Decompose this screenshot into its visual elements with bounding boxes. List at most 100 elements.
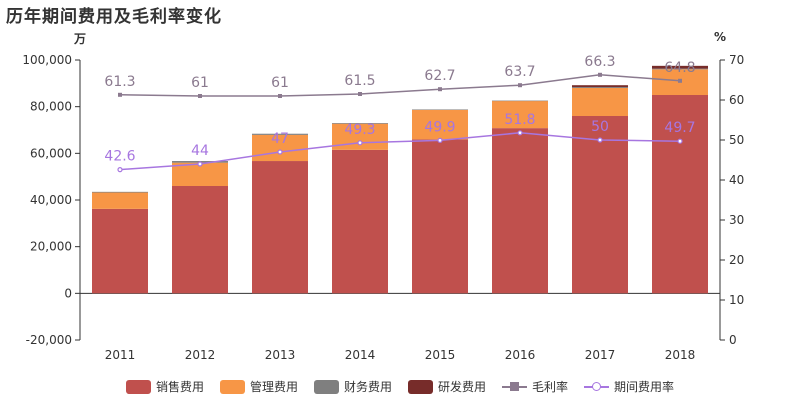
bar-segment (572, 85, 628, 88)
line-point-marker (597, 137, 603, 143)
line-point-marker (198, 94, 202, 98)
right-tick-label: 60 (729, 93, 744, 107)
x-tick-label: 2014 (345, 348, 376, 362)
x-tick-label: 2016 (505, 348, 536, 362)
line-point-marker (518, 83, 522, 88)
bar-segment (92, 208, 148, 294)
legend-label-finance: 财务费用 (343, 380, 392, 394)
legend-label-rnd: 研发费用 (438, 380, 487, 394)
line-point-marker (517, 130, 523, 136)
bar-segment (652, 65, 708, 69)
left-tick-label: 0 (64, 286, 72, 300)
right-tick-label: 30 (729, 213, 744, 227)
circle-marker-icon (592, 381, 602, 391)
right-tick-label: 70 (729, 53, 744, 67)
bar-segment (652, 95, 708, 294)
x-tick-label: 2012 (185, 348, 216, 362)
right-tick-label: 50 (729, 133, 744, 147)
bar-segment (252, 161, 308, 294)
legend-label-admin: 管理费用 (249, 380, 298, 394)
legend-item-sales[interactable]: 销售费用 (125, 378, 204, 395)
legend-swatch-finance (313, 379, 339, 394)
data-label: 61 (191, 75, 209, 91)
legend-swatch-sales (125, 379, 151, 394)
data-label: 63.7 (504, 64, 535, 80)
data-label: 61.5 (344, 73, 375, 89)
line-point-marker (598, 72, 602, 77)
bar-segment (172, 186, 228, 294)
line-point-marker (278, 94, 282, 98)
bar-segment (492, 128, 548, 294)
line-point-marker (358, 92, 362, 96)
legend-item-expense-ratio[interactable]: 期间费用率 (584, 378, 674, 395)
x-tick-label: 2015 (425, 348, 456, 362)
x-tick-label: 2017 (585, 348, 616, 362)
data-label: 44 (191, 143, 209, 159)
data-label: 62.7 (424, 68, 455, 84)
data-label: 49.9 (424, 119, 455, 135)
legend-swatch-rnd (408, 379, 433, 394)
data-label: 50 (591, 119, 609, 135)
bar-segment (572, 88, 628, 116)
x-tick-label: 2018 (665, 348, 696, 362)
right-tick-label: 40 (729, 173, 744, 187)
data-label: 42.6 (104, 149, 135, 165)
line-point-marker (117, 167, 123, 173)
bar-segment (252, 133, 308, 135)
bar-segment (332, 123, 388, 124)
right-tick-label: 0 (729, 333, 737, 347)
x-tick-label: 2013 (265, 348, 296, 362)
right-tick-label: 20 (729, 253, 744, 267)
series-line (119, 74, 681, 97)
legend-label-gross-margin: 毛利率 (532, 380, 569, 394)
left-tick-label: 20,000 (30, 240, 72, 254)
bar-segment (412, 139, 468, 294)
left-axis-unit: 万 (74, 32, 87, 46)
bar-segment (412, 109, 468, 110)
data-label: 61 (271, 75, 289, 91)
legend-item-rnd[interactable]: 研发费用 (408, 378, 486, 395)
legend-line-gross-margin (502, 380, 528, 394)
legend-swatch-admin (219, 379, 245, 394)
left-tick-label: 60,000 (30, 146, 72, 160)
data-label: 49.7 (664, 120, 695, 136)
data-label: 51.8 (504, 112, 535, 128)
bar-segment (92, 191, 148, 193)
bar-segment (332, 149, 388, 294)
left-tick-label: -20,000 (26, 333, 72, 347)
line-point-marker (197, 161, 203, 167)
data-label: 66.3 (584, 54, 615, 70)
line-point-marker (678, 78, 682, 83)
left-tick-label: 40,000 (30, 193, 72, 207)
square-marker-icon (510, 381, 520, 391)
bar-segment (572, 87, 628, 88)
legend: 销售费用 管理费用 财务费用 研发费用 毛利率 期间费用率 (0, 378, 800, 395)
left-tick-label: 80,000 (30, 100, 72, 114)
bar-segment (92, 192, 148, 209)
line-point-marker (277, 149, 283, 155)
legend-label-expense-ratio: 期间费用率 (614, 380, 675, 394)
chart-canvas: -20,000 0 20,000 40,000 60,000 80,000 100,000 0… (22, 53, 744, 362)
right-tick-label: 10 (729, 293, 744, 307)
bar-segment (252, 134, 308, 162)
chart-title: 历年期间费用及毛利率变化 (6, 7, 222, 27)
bar-segment (492, 100, 548, 129)
line-point-marker (438, 87, 442, 92)
data-label: 47 (271, 131, 289, 147)
bar-segment (412, 109, 468, 140)
x-tick-label: 2011 (105, 348, 136, 362)
data-label: 49.3 (344, 122, 375, 138)
data-label: 61.3 (104, 74, 135, 90)
line-point-marker (437, 137, 443, 143)
bar-segment (572, 116, 628, 294)
legend-label-sales: 销售费用 (155, 380, 204, 394)
legend-line-expense-ratio (584, 380, 610, 394)
line-point-marker (118, 92, 122, 97)
bar-segment (652, 68, 708, 70)
legend-item-gross-margin[interactable]: 毛利率 (502, 378, 568, 395)
line-point-marker (357, 140, 363, 146)
left-tick-label: 100,000 (22, 53, 72, 67)
legend-item-finance[interactable]: 财务费用 (313, 378, 392, 395)
legend-item-admin[interactable]: 管理费用 (219, 378, 298, 395)
bar-segment (172, 162, 228, 186)
